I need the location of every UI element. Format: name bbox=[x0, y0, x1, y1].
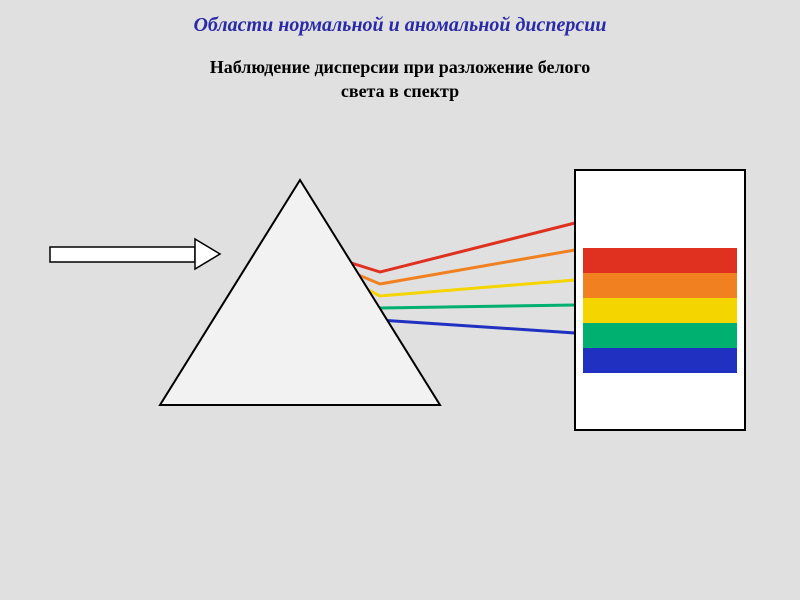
spectrum-band-0 bbox=[583, 248, 737, 273]
spectrum-band-4 bbox=[583, 348, 737, 373]
spectrum-bands bbox=[583, 248, 737, 373]
dispersion-diagram bbox=[0, 0, 800, 600]
incident-arrow-shaft bbox=[50, 247, 195, 262]
spectrum-band-1 bbox=[583, 273, 737, 298]
prism bbox=[160, 180, 440, 405]
spectrum-band-3 bbox=[583, 323, 737, 348]
incident-arrow-head bbox=[195, 239, 220, 269]
spectrum-band-2 bbox=[583, 298, 737, 323]
